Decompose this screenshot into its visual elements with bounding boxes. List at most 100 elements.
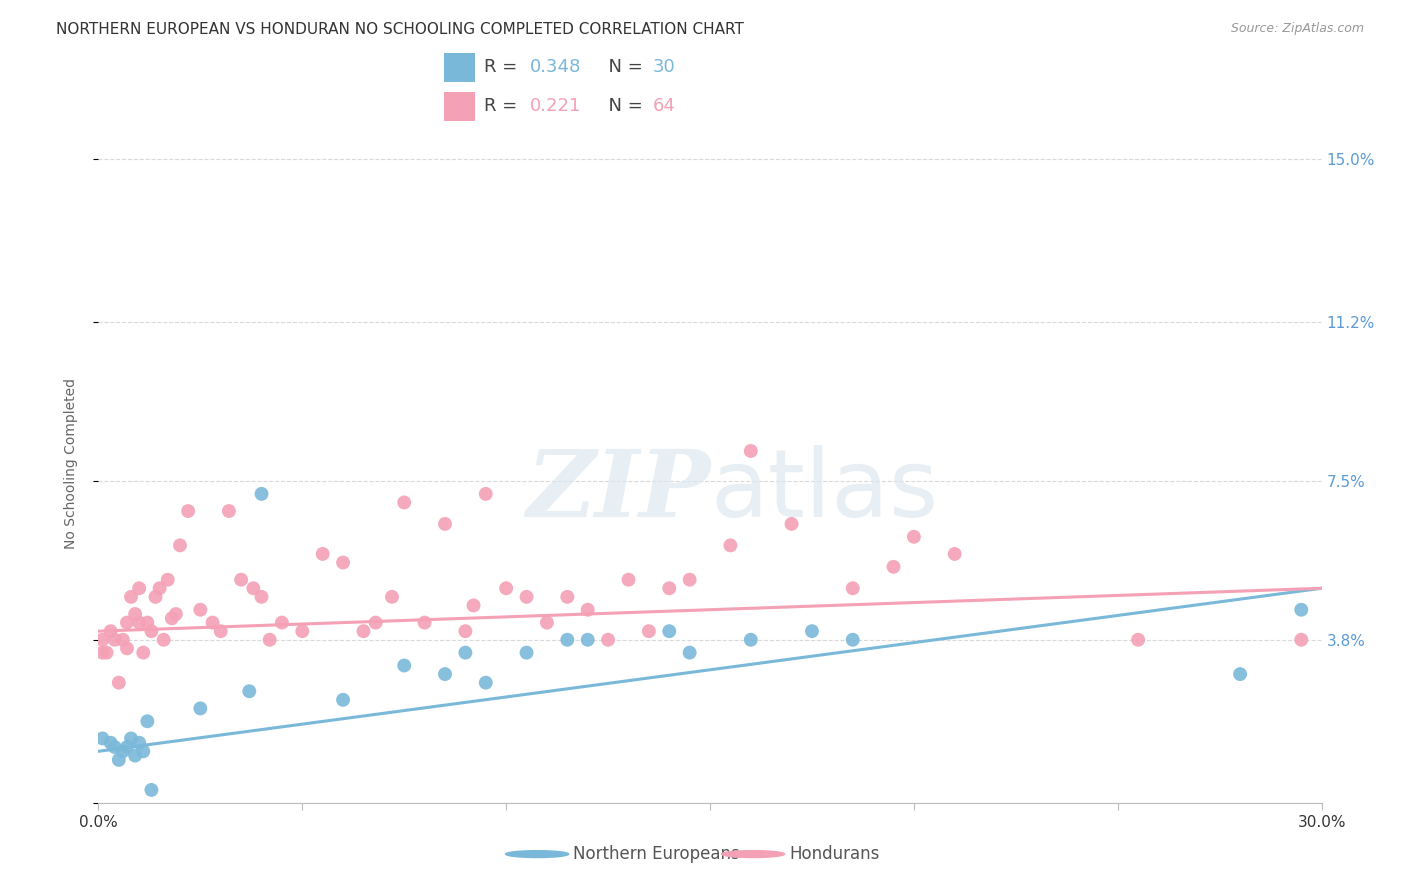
- Point: [250, 487, 273, 501]
- Point: [169, 538, 191, 552]
- Point: [188, 603, 212, 617]
- Text: ZIP: ZIP: [526, 446, 710, 536]
- Text: 30: 30: [652, 59, 675, 77]
- Point: [557, 632, 579, 647]
- Point: [883, 559, 905, 574]
- Point: [1229, 667, 1251, 681]
- Point: [474, 487, 498, 501]
- Point: [128, 615, 150, 630]
- Text: N =: N =: [596, 97, 648, 115]
- Point: [165, 607, 187, 621]
- Point: [903, 530, 925, 544]
- Point: [108, 753, 131, 767]
- Point: [557, 590, 579, 604]
- Point: [156, 573, 179, 587]
- Point: [1128, 632, 1150, 647]
- Point: [332, 556, 354, 570]
- Point: [136, 714, 159, 729]
- Point: [160, 611, 183, 625]
- Point: [516, 590, 538, 604]
- Point: [392, 495, 416, 509]
- Point: [108, 675, 131, 690]
- Text: atlas: atlas: [710, 445, 938, 537]
- Point: [576, 603, 599, 617]
- Point: [1291, 603, 1313, 617]
- Point: [145, 590, 167, 604]
- Point: [242, 581, 264, 595]
- Point: [115, 739, 138, 754]
- Point: [291, 624, 314, 639]
- Point: [780, 516, 803, 531]
- Point: [463, 599, 485, 613]
- Point: [149, 581, 172, 595]
- Point: [104, 739, 127, 754]
- Point: [740, 632, 762, 647]
- Point: [201, 615, 224, 630]
- Point: [638, 624, 661, 639]
- Point: [91, 731, 114, 746]
- Point: [152, 632, 174, 647]
- Point: [658, 624, 681, 639]
- Text: R =: R =: [484, 97, 523, 115]
- Point: [434, 516, 457, 531]
- Point: [495, 581, 517, 595]
- Point: [352, 624, 374, 639]
- Point: [100, 624, 122, 639]
- Point: [598, 632, 620, 647]
- Point: [115, 641, 138, 656]
- Point: [658, 581, 681, 595]
- Point: [454, 624, 477, 639]
- Point: [104, 632, 127, 647]
- Point: [740, 444, 762, 458]
- Point: [115, 615, 138, 630]
- Circle shape: [506, 851, 568, 857]
- Point: [270, 615, 294, 630]
- Point: [250, 590, 273, 604]
- Point: [516, 646, 538, 660]
- Point: [132, 646, 155, 660]
- Point: [231, 573, 253, 587]
- Point: [136, 615, 159, 630]
- Text: N =: N =: [596, 59, 648, 77]
- Point: [474, 675, 498, 690]
- Text: Hondurans: Hondurans: [789, 845, 879, 863]
- Point: [679, 573, 702, 587]
- Text: R =: R =: [484, 59, 523, 77]
- Point: [120, 731, 142, 746]
- Point: [96, 646, 118, 660]
- Point: [188, 701, 212, 715]
- Point: [141, 624, 163, 639]
- Point: [536, 615, 558, 630]
- Point: [91, 646, 114, 660]
- FancyBboxPatch shape: [444, 92, 475, 120]
- Point: [177, 504, 200, 518]
- Point: [801, 624, 824, 639]
- Point: [841, 632, 863, 647]
- Point: [312, 547, 335, 561]
- Point: [91, 632, 114, 647]
- Point: [124, 748, 146, 763]
- Point: [111, 632, 134, 647]
- Point: [120, 590, 142, 604]
- Text: NORTHERN EUROPEAN VS HONDURAN NO SCHOOLING COMPLETED CORRELATION CHART: NORTHERN EUROPEAN VS HONDURAN NO SCHOOLI…: [56, 22, 744, 37]
- Point: [617, 573, 640, 587]
- Point: [128, 581, 150, 595]
- Point: [128, 736, 150, 750]
- Point: [332, 693, 354, 707]
- Point: [392, 658, 416, 673]
- Point: [454, 646, 477, 660]
- Text: Northern Europeans: Northern Europeans: [574, 845, 740, 863]
- Point: [111, 744, 134, 758]
- Point: [364, 615, 387, 630]
- Point: [381, 590, 404, 604]
- Point: [132, 744, 155, 758]
- Point: [259, 632, 281, 647]
- Point: [943, 547, 966, 561]
- Text: 0.221: 0.221: [530, 97, 582, 115]
- FancyBboxPatch shape: [444, 54, 475, 82]
- Point: [1291, 632, 1313, 647]
- Point: [434, 667, 457, 681]
- Point: [124, 607, 146, 621]
- Point: [576, 632, 599, 647]
- Point: [720, 538, 742, 552]
